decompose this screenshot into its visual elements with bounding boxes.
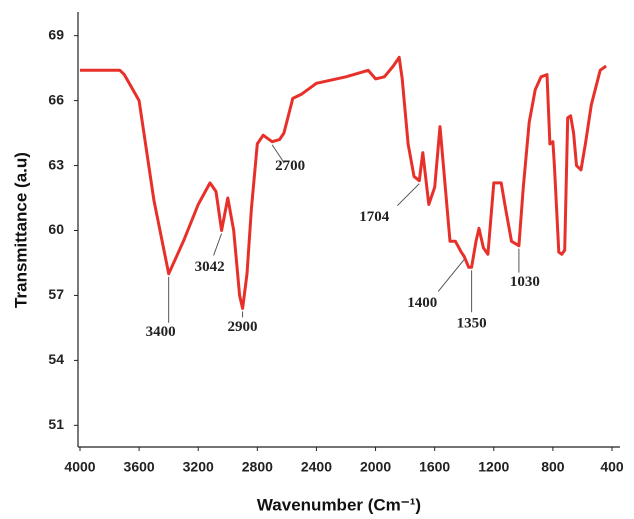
x-tick-label: 2400 [301, 459, 332, 475]
x-tick-label: 3200 [183, 459, 214, 475]
x-axis-label: Wavenumber (Cm⁻¹) [257, 495, 421, 514]
y-tick-label: 54 [48, 351, 64, 367]
x-tick-label: 4000 [64, 459, 95, 475]
y-tick-label: 60 [48, 221, 64, 237]
x-tick-label: 1600 [419, 459, 450, 475]
annotation-leader [271, 144, 285, 164]
annotation-label: 3042 [195, 259, 225, 275]
y-tick-label: 69 [48, 26, 64, 42]
annotation-label: 1030 [510, 274, 540, 290]
annotation-leader [437, 259, 465, 292]
y-tick-label: 57 [48, 286, 64, 302]
y-tick-label: 51 [48, 416, 64, 432]
x-tick-label: 1200 [478, 459, 509, 475]
x-tick-label: 2800 [242, 459, 273, 475]
annotation-label: 2700 [275, 158, 305, 174]
annotation-label: 1704 [359, 209, 390, 225]
y-axis-label: Transmittance (a.u) [11, 152, 30, 308]
x-tick-label: 3600 [124, 459, 155, 475]
annotation-label: 1400 [407, 295, 437, 311]
x-tick-label: 2000 [360, 459, 391, 475]
y-tick-label: 66 [48, 91, 64, 107]
spectrum-line [80, 55, 607, 310]
x-tick-label: 800 [541, 459, 565, 475]
annotation-label: 1350 [457, 316, 487, 332]
annotation-leader [396, 183, 420, 207]
x-tick-label: 400 [600, 459, 624, 475]
annotation-label: 2900 [228, 319, 258, 335]
annotation-leader [213, 233, 223, 256]
y-tick-label: 63 [48, 156, 64, 172]
annotation-label: 3400 [146, 324, 176, 340]
